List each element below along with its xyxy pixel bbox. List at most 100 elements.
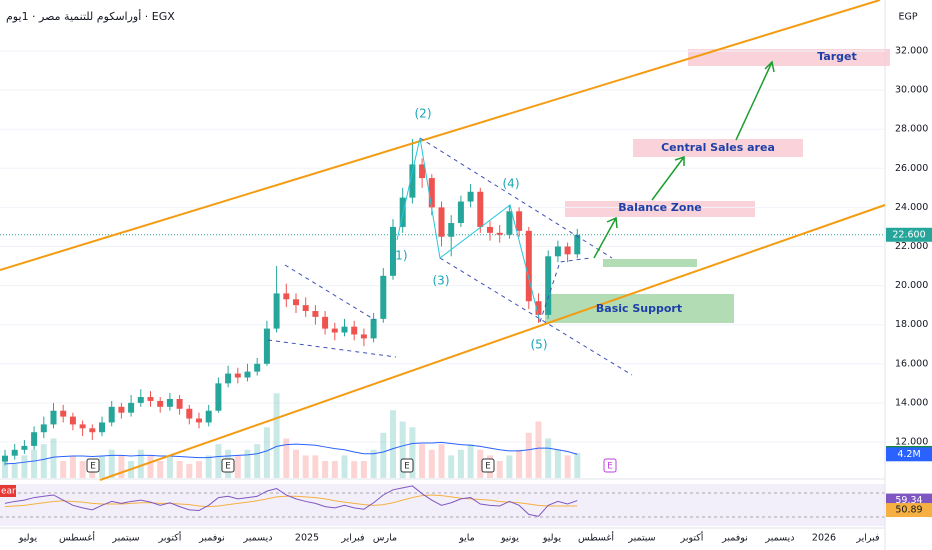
volume-bar [40,444,47,478]
volume-bar [574,452,581,478]
x-tick-label: ديسمبر [243,533,273,544]
annotation: (5) [531,338,548,352]
volume-bar [370,449,377,478]
volume-bar [283,438,290,478]
event-box [481,458,495,473]
volume-bar [244,449,251,478]
y-tick-label: 18.000 [895,319,928,330]
candle-body [506,211,513,235]
candle-body [545,256,552,315]
axis-tag-bg [886,503,932,518]
candle-body [273,293,280,329]
candle-body [428,178,435,208]
x-tick-label: 2026 [812,533,836,544]
y-tick-label: 16.000 [895,358,928,369]
volume-bar [60,461,67,478]
candle-body [419,164,426,179]
candle-body [293,299,299,306]
volume-bar [50,438,57,478]
annotation: (4) [503,177,520,191]
event-box [603,458,617,473]
volume-bar [31,449,38,478]
candle-body [60,410,67,417]
event-label: E [607,462,613,472]
candle-body [166,398,173,407]
candle-body [108,406,115,423]
volume-bar [390,410,396,478]
volume-bar [176,461,183,478]
x-tick-label: أغسطس [578,531,614,544]
candle-body [215,383,222,411]
volume-bar [564,455,571,478]
volume-bar [448,455,455,478]
candle-body [564,246,571,255]
axis-tag-bg [886,447,932,462]
candle-body [147,397,154,401]
candle-body [196,418,202,423]
candle-body [351,326,358,335]
candle-body [89,428,96,433]
arrows [593,60,775,259]
volume-bar [166,455,173,478]
candle-body [50,410,57,425]
dashed-line [284,264,376,321]
x-tick-label: يونيو [500,533,519,544]
y-tick-label: 30.000 [895,85,928,96]
channel-upper [0,0,881,271]
y-tick-label: 14.000 [895,397,928,408]
axis-tag-bg [886,227,932,242]
candle-body [574,234,581,255]
candle-body [554,246,561,257]
volume-bar [331,461,338,478]
candle-body [128,402,135,413]
volume-bar [108,449,115,478]
volume-bar [215,444,222,478]
annotation: Basic Support [596,302,682,315]
candle-body [205,410,212,423]
volume-bar [351,461,358,478]
annotation: (3) [433,274,450,288]
candle-body [341,326,348,333]
axis-tag: 59.34 [895,495,922,506]
volume-bar [99,455,105,478]
candle-body [79,424,86,429]
candle-body [225,373,232,384]
volume-bar [196,461,202,478]
small-zone [603,259,697,267]
volume-bar [205,455,212,478]
x-tick-label: أكتوبر [158,531,182,544]
y-tick-label: 24.000 [895,202,928,213]
candle-body [283,293,290,300]
candle-body [11,449,18,456]
sales-zone [633,139,803,157]
volume-bar [293,449,299,478]
candle-body [448,223,455,237]
volume-bar [516,449,523,478]
volume-bar [254,444,261,478]
rsi-line [4,485,578,517]
candle-body [234,373,241,378]
annotation: (1) [391,249,408,263]
volume-bar [273,393,280,478]
candle-body [496,232,503,235]
volume-bar [467,444,474,478]
volume-bar [11,463,18,478]
volume-bar [312,455,319,478]
volume-bar [554,449,561,478]
candle-body [516,211,523,231]
drawings [0,0,886,481]
candle-body [254,363,261,372]
x-tick-label: مارس [373,533,397,544]
chart-title: أوراسكوم للتنمية مصر · 1يوم · EGX [6,9,175,23]
candle-body [467,191,474,202]
volume-bar [525,432,532,478]
volume-bar [69,455,76,478]
event-box [221,458,235,473]
x-tick-label: أغسطس [59,531,95,544]
candle-body [312,311,319,317]
volume-bar [234,455,241,478]
candle-body [186,408,193,419]
volume-bar [157,461,164,478]
